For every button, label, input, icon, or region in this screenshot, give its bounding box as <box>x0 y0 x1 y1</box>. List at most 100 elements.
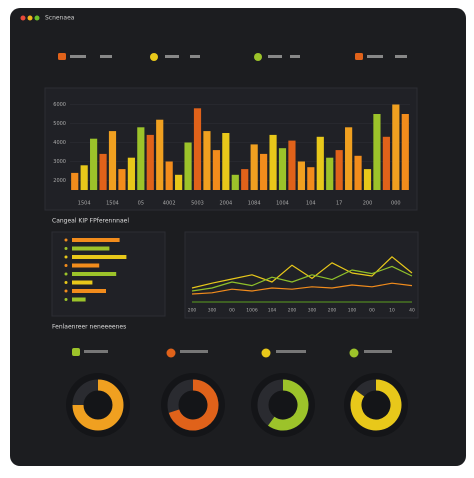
bar <box>118 169 126 190</box>
gauge-icon <box>349 348 359 358</box>
line-panel <box>184 231 419 319</box>
bar <box>278 148 287 190</box>
kpi-icon <box>355 53 363 60</box>
bar <box>137 127 145 190</box>
row-dot <box>64 289 68 293</box>
bar <box>99 153 107 190</box>
kpi-row <box>58 53 407 61</box>
gauge-icon <box>261 348 271 358</box>
y-tick-label: 5000 <box>53 121 66 127</box>
gauge-text <box>84 350 108 353</box>
bar <box>156 119 164 190</box>
kpi-text <box>367 55 383 58</box>
bar <box>392 104 400 190</box>
window-dot[interactable] <box>27 15 33 21</box>
x-tick-label: 200 <box>288 308 297 314</box>
row-dot <box>64 298 68 301</box>
line <box>191 282 413 295</box>
bar <box>127 157 135 190</box>
x-tick-label: 10 <box>389 308 395 314</box>
x-tick-label: 104 <box>268 308 277 314</box>
app-title: Scnenaea <box>45 15 75 22</box>
y-tick-label: 2000 <box>53 178 66 184</box>
window-dot[interactable] <box>20 15 26 21</box>
x-tick-label: 2004 <box>219 201 232 207</box>
bar <box>146 134 154 190</box>
x-tick-label: 200 <box>328 308 337 314</box>
bar <box>260 153 268 190</box>
bar <box>241 169 249 190</box>
bar <box>288 140 296 190</box>
bar <box>90 138 98 190</box>
bar <box>307 167 315 190</box>
x-tick-label: 00 <box>229 308 235 314</box>
y-tick-label: 4000 <box>53 140 66 146</box>
row-dot <box>64 255 68 259</box>
bar <box>72 289 106 293</box>
bar <box>345 127 353 190</box>
line <box>191 265 413 292</box>
bar <box>222 133 230 190</box>
bar <box>72 297 86 302</box>
x-tick-label: 5003 <box>191 201 204 207</box>
bar <box>326 157 334 190</box>
bar <box>108 131 117 190</box>
bar <box>184 142 192 190</box>
row-dot <box>64 238 68 242</box>
bar <box>297 161 305 190</box>
x-tick-label: 104 <box>306 201 316 207</box>
bar <box>165 161 173 190</box>
y-tick-label: 3000 <box>53 159 66 165</box>
bar <box>382 136 390 190</box>
gauge-text <box>180 350 208 353</box>
bar <box>72 246 110 251</box>
x-tick-label: 00 <box>369 308 375 314</box>
gauge-arc <box>72 379 124 431</box>
x-tick-label: 1004 <box>276 201 289 207</box>
bar <box>72 263 100 268</box>
bar <box>335 150 343 190</box>
bar <box>72 255 127 259</box>
kpi-text <box>395 55 407 58</box>
bar <box>72 280 93 285</box>
x-tick-label: 40 <box>409 308 415 314</box>
bar <box>80 165 88 190</box>
kpi-icon <box>150 53 158 61</box>
bar <box>316 136 324 190</box>
x-tick-label: 300 <box>208 308 217 314</box>
bar-panel <box>44 87 418 211</box>
gauge-icons <box>72 348 392 358</box>
x-tick-label: 1084 <box>248 201 261 207</box>
kpi-text <box>190 55 200 58</box>
x-tick-label: 05 <box>138 201 144 207</box>
bar <box>250 144 258 190</box>
kpi-text <box>268 55 282 58</box>
x-tick-label: 1006 <box>246 308 258 314</box>
row-dot <box>64 281 68 284</box>
x-tick-label: 17 <box>336 201 342 207</box>
bar <box>231 174 239 190</box>
kpi-text <box>70 55 86 58</box>
x-tick-label: 200 <box>363 201 373 207</box>
section-title: Cangeal KIP FPferennnael <box>52 218 129 225</box>
bar <box>212 150 220 190</box>
window-dot[interactable] <box>34 15 40 21</box>
gauge-icon <box>166 348 176 358</box>
kpi-text <box>165 55 179 58</box>
y-tick-label: 6000 <box>53 102 66 108</box>
gauge-text <box>276 350 306 353</box>
row-dot <box>64 264 68 267</box>
gauge-arc <box>168 379 219 431</box>
bar <box>363 169 372 190</box>
x-tick-label: 4002 <box>163 201 176 207</box>
gauge-arc <box>268 379 309 431</box>
bar <box>71 172 79 190</box>
bar <box>203 131 211 190</box>
bar <box>373 114 381 190</box>
x-tick-label: 300 <box>308 308 317 314</box>
bar <box>193 108 202 190</box>
row-dot <box>64 247 68 250</box>
gauge-arc <box>350 379 402 431</box>
x-tick-label: 1504 <box>106 201 119 207</box>
